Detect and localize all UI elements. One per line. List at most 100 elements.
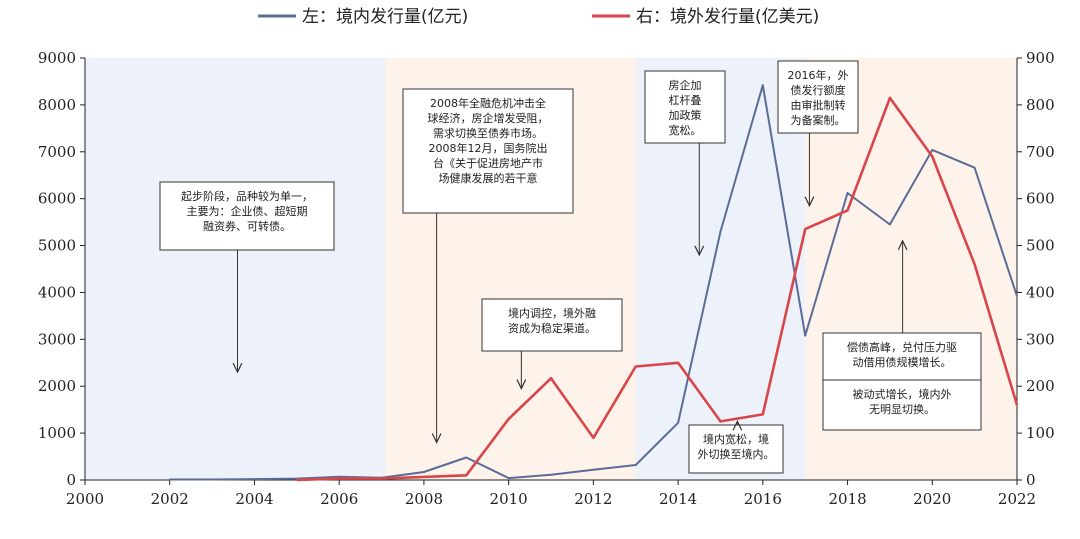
left-tick-label: 3000 <box>38 330 76 348</box>
offshore-point <box>973 263 976 266</box>
annotation-arrow-head <box>897 239 908 251</box>
legend-label: 右：境外发行量(亿美元) <box>636 7 819 27</box>
annotation-text: 资成为稳定渠道。 <box>508 321 596 335</box>
annotation-text: 融资券、可转债。 <box>203 219 291 233</box>
annotation-text: 2008年全融危机冲击全 <box>430 96 546 110</box>
onshore-point <box>592 468 595 471</box>
offshore-point <box>507 418 510 420</box>
offshore-point <box>804 228 807 231</box>
annotation-frame <box>159 181 335 251</box>
offshore-point <box>550 377 552 380</box>
annotation-text: 由审批制转 <box>791 98 846 112</box>
annotation-text: 需求切换至债券市场。 <box>433 126 543 140</box>
right-tick-label: 200 <box>1026 377 1055 395</box>
left-tick-label: 9000 <box>38 49 76 67</box>
right-tick-label: 100 <box>1026 424 1055 442</box>
annotation-text: 2016年，外 <box>788 68 849 82</box>
left-tick-label: 5000 <box>38 237 76 255</box>
annotation-text: 债发行额度 <box>791 83 846 97</box>
annotation-text: 为备案制。 <box>791 113 846 127</box>
right-tick-label: 900 <box>1026 49 1055 67</box>
left-tick-label: 0 <box>66 471 76 489</box>
annotation-frame <box>688 424 784 474</box>
onshore-point <box>211 478 213 481</box>
offshore-point <box>931 155 934 158</box>
annotation-frame <box>822 379 982 431</box>
offshore-point <box>761 413 764 416</box>
onshore-point <box>634 464 637 466</box>
annotation-frame <box>402 88 574 214</box>
tick-labels: 0 1000 2000 3000 4000 5000 6000 7000 8000 9000 0 10… <box>38 49 1055 508</box>
x-tick-label: 2022 <box>998 490 1036 508</box>
right-tick-label: 0 <box>1026 471 1036 489</box>
onshore-point <box>973 166 976 169</box>
annotation-text: 境内宽松，境 <box>703 432 769 446</box>
right-tick-label: 400 <box>1026 283 1055 301</box>
annotation-text: 动借用债规模增长。 <box>853 355 952 369</box>
onshore-point <box>931 149 934 151</box>
onshore-point <box>804 334 807 337</box>
x-tick-label: 2008 <box>405 490 443 508</box>
left-tick-label: 4000 <box>38 283 76 301</box>
x-tick-label: 2010 <box>490 490 528 508</box>
offshore-point <box>338 477 341 480</box>
annotation-text: 宽松。 <box>669 123 702 137</box>
annotation-text: 房企加 <box>669 78 702 92</box>
annotation-frame <box>644 70 726 144</box>
onshore-point <box>889 223 891 226</box>
legend-item: 右：境外发行量(亿美元) <box>592 7 819 27</box>
offshore-point <box>846 209 849 212</box>
offshore-point <box>634 365 637 368</box>
phase-band <box>85 58 386 480</box>
annotation-text: 起步阶段，品种较为单一， <box>181 189 313 203</box>
annotation-frame <box>777 60 859 134</box>
left-tick-label: 8000 <box>38 96 76 114</box>
annotation-arrow-head <box>431 433 442 444</box>
x-tick-label: 2000 <box>66 490 104 508</box>
right-tick-label: 500 <box>1026 237 1055 255</box>
annotation-text: 台《关于促进房地产市 <box>433 156 543 170</box>
annotation-text: 2008年12月，国务院出 <box>429 141 548 155</box>
legend-label: 左：境内发行量(亿元) <box>302 7 468 27</box>
onshore-point <box>761 84 764 87</box>
offshore-point <box>295 479 298 481</box>
onshore-point <box>338 475 341 478</box>
right-tick-label: 600 <box>1026 190 1055 208</box>
annotation-arrow-head <box>694 245 705 257</box>
x-tick-label: 2012 <box>574 490 612 508</box>
annotation-arrow-head <box>516 379 527 390</box>
annotation-text: 偿债高峰，兑付压力驱 <box>847 340 957 354</box>
series-lines <box>168 84 1019 482</box>
onshore-point <box>846 192 849 194</box>
x-tick-label: 2016 <box>744 490 782 508</box>
annotation-text: 加政策 <box>669 108 702 122</box>
x-tick-label: 2004 <box>235 490 273 508</box>
left-tick-label: 1000 <box>38 424 76 442</box>
annotation-arrow-head <box>732 420 743 431</box>
left-tick-label: 7000 <box>38 143 76 161</box>
annotation-text: 杠杆叠 <box>669 93 702 107</box>
onshore-point <box>423 471 425 473</box>
offshore-point <box>677 361 679 364</box>
x-tick-label: 2006 <box>320 490 358 508</box>
legend: 左：境内发行量(亿元) 右：境外发行量(亿美元) <box>258 7 819 27</box>
left-tick-label: 6000 <box>38 190 76 208</box>
left-tick-label: 2000 <box>38 377 76 395</box>
onshore-point <box>465 456 468 459</box>
annotation-arrow-head <box>804 196 815 208</box>
annotation-frame <box>822 332 982 382</box>
onshore-point <box>550 473 552 476</box>
right-tick-label: 300 <box>1026 330 1055 348</box>
onshore-point <box>719 230 722 233</box>
axes <box>80 57 1022 485</box>
annotation-box: 2008年全融危机冲击全球经济，房企增发受阻，需求切换至债券市场。2008年12… <box>402 88 574 444</box>
